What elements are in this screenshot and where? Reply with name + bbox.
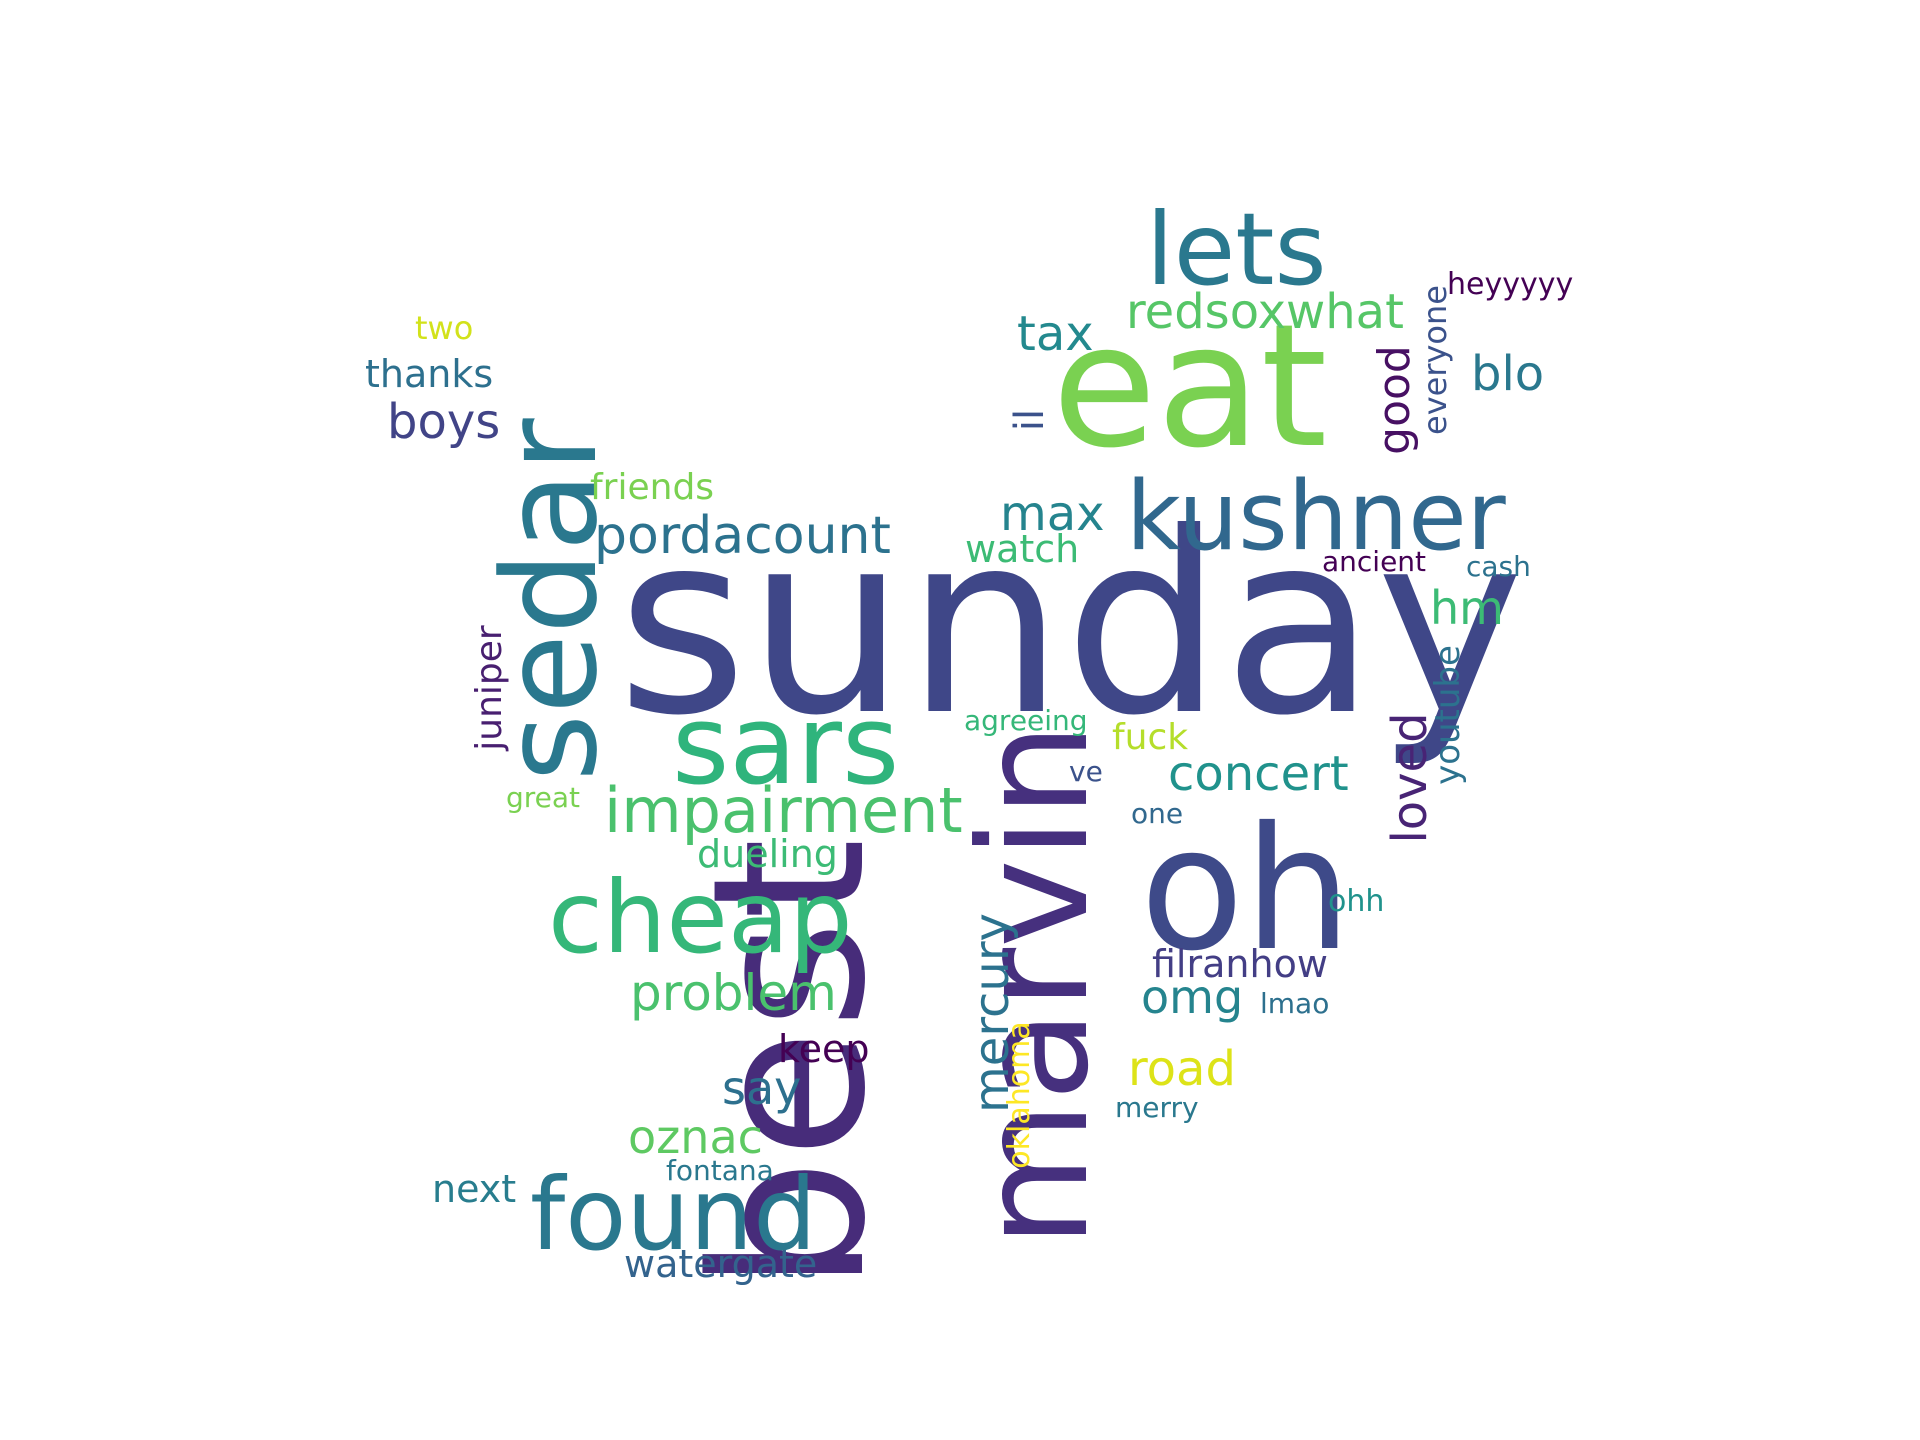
- word-eat: eat: [1052, 288, 1328, 486]
- word-il: il: [1007, 408, 1053, 432]
- word-fontana: fontana: [666, 1154, 774, 1187]
- word-loved: loved: [1382, 712, 1438, 844]
- word-blo: blo: [1471, 346, 1545, 402]
- word-oh: oh: [1140, 791, 1352, 989]
- word-watch: watch: [965, 527, 1080, 571]
- word-sars: sars: [672, 681, 900, 809]
- word-good: good: [1369, 345, 1420, 455]
- word-oklahoma: oklahoma: [1002, 1021, 1037, 1169]
- word-say: say: [722, 1061, 802, 1115]
- word-filranhow: filranhow: [1152, 942, 1328, 986]
- word-next: next: [432, 1167, 517, 1211]
- word-watergate: watergate: [624, 1242, 818, 1286]
- word-sunday: sunday: [617, 479, 1524, 770]
- word-juniper: juniper: [469, 625, 510, 751]
- word-found: found: [530, 1156, 817, 1273]
- word-boys: boys: [387, 394, 501, 450]
- word-road: road: [1128, 1041, 1236, 1097]
- word-ve: ve: [1069, 755, 1103, 788]
- word-ohh: ohh: [1328, 884, 1385, 919]
- word-omg: omg: [1141, 970, 1244, 1024]
- word-problem: problem: [630, 964, 837, 1022]
- word-max: max: [1000, 486, 1105, 542]
- word-youtube: youtube: [1428, 645, 1468, 785]
- word-two: two: [415, 309, 474, 347]
- word-dueling: dueling: [697, 832, 838, 876]
- word-friends: friends: [590, 467, 715, 508]
- word-lets: lets: [1146, 191, 1327, 308]
- word-one: one: [1131, 797, 1184, 830]
- word-keep: keep: [778, 1027, 870, 1071]
- word-kushner: kushner: [1126, 462, 1506, 572]
- word-pordacount: pordacount: [594, 506, 891, 566]
- word-heyyyyy: heyyyyy: [1447, 267, 1574, 302]
- word-lmao: lmao: [1260, 987, 1330, 1020]
- word-great: great: [506, 781, 581, 814]
- word-redsoxwhat: redsoxwhat: [1126, 284, 1404, 340]
- word-thanks: thanks: [365, 352, 494, 396]
- word-hm: hm: [1430, 581, 1504, 635]
- word-tax: tax: [1017, 306, 1094, 362]
- word-impairment: impairment: [604, 774, 963, 847]
- word-merry: merry: [1115, 1091, 1199, 1124]
- word-concert: concert: [1168, 746, 1349, 802]
- word-ancient: ancient: [1322, 545, 1427, 578]
- word-everyone: everyone: [1416, 285, 1454, 435]
- word-fuck: fuck: [1112, 717, 1189, 758]
- word-cheap: cheap: [548, 859, 853, 976]
- word-agreeing: agreeing: [964, 704, 1088, 737]
- word-oznac: oznac: [628, 1110, 763, 1164]
- word-cash: cash: [1466, 550, 1531, 583]
